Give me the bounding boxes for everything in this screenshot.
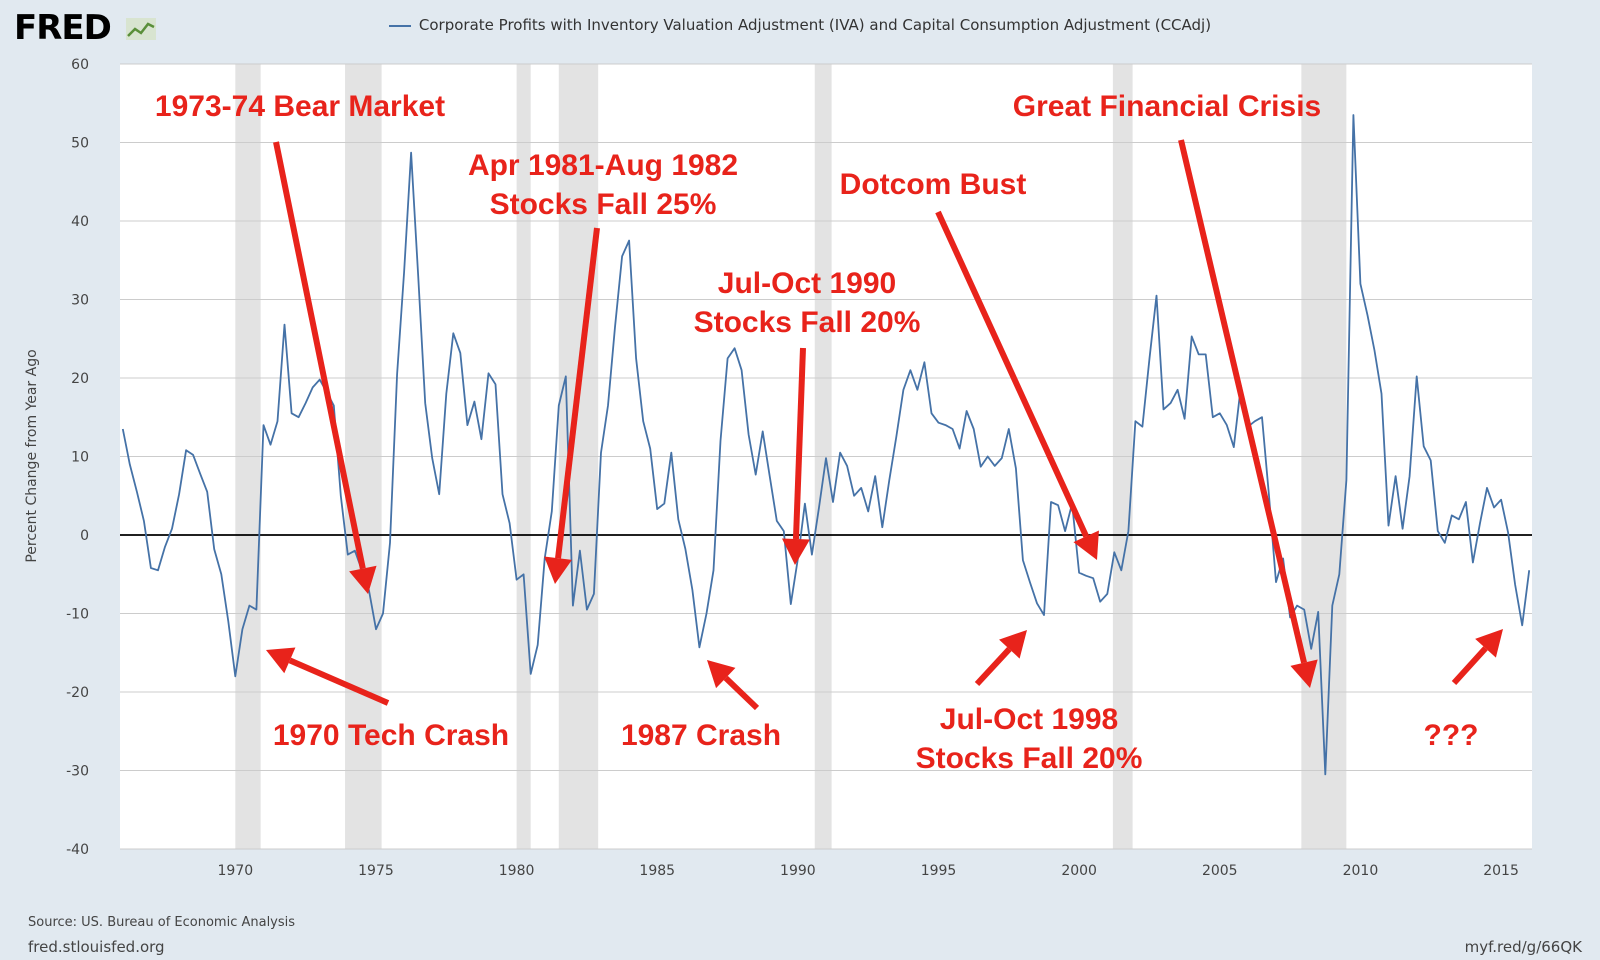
y-tick-label: 50 — [71, 136, 89, 152]
annotation-arrow-head — [707, 660, 736, 689]
annotation-arrow-head — [781, 538, 810, 565]
x-tick-label: 2000 — [1061, 863, 1097, 879]
annotation-label: Stocks Fall 20% — [694, 306, 921, 339]
short-link[interactable]: myf.red/g/66QK — [1464, 938, 1582, 956]
annotation-arrow-head — [1475, 629, 1503, 658]
y-axis-label: Percent Change from Year Ago — [24, 349, 40, 562]
y-tick-label: -10 — [66, 607, 89, 623]
y-tick-label: 60 — [71, 57, 89, 73]
annotation-arrow-shaft — [935, 210, 1089, 538]
x-axis-ticks: 1970 1975 1980 1985 1990 1995 2000 2005 2010 2015 — [218, 863, 1519, 879]
x-tick-label: 1990 — [780, 863, 816, 879]
annotation-label: Stocks Fall 20% — [916, 742, 1143, 775]
series-group — [121, 114, 1531, 776]
annotation-arrow-head — [1290, 659, 1318, 688]
annotation-label: ??? — [1424, 719, 1479, 752]
y-tick-label: 40 — [71, 214, 89, 230]
annotation-arrow-shaft — [1178, 139, 1307, 664]
y-tick-label: -30 — [66, 764, 89, 780]
y-tick-label: 0 — [80, 528, 89, 544]
legend-line-icon — [388, 24, 411, 27]
annotation-arrow-head — [266, 647, 296, 674]
annotation-label: 1970 Tech Crash — [273, 719, 509, 752]
annotation-arrow-shaft — [273, 141, 366, 570]
x-tick-label: 2005 — [1202, 863, 1238, 879]
annotation-arrow-shaft — [288, 657, 390, 706]
fred-logo[interactable]: FRED — [14, 8, 112, 48]
y-tick-label: 20 — [71, 371, 89, 387]
annotation-label: Stocks Fall 25% — [490, 188, 717, 221]
annotation-arrow-head — [544, 556, 572, 584]
y-tick-label: 10 — [71, 450, 89, 466]
annotation-arrow-head — [999, 630, 1027, 659]
source-note: Source: US. Bureau of Economic Analysis — [28, 915, 296, 930]
annotation-label: 1973-74 Bear Market — [155, 90, 445, 123]
x-tick-label: 1980 — [499, 863, 535, 879]
x-tick-label: 1970 — [218, 863, 254, 879]
annotation-label: Jul-Oct 1990 — [718, 267, 896, 300]
annotation-label: Great Financial Crisis — [1013, 90, 1321, 123]
y-tick-label: -20 — [66, 685, 89, 701]
series-line[interactable] — [121, 114, 1531, 776]
annotation-arrow-head — [1073, 530, 1099, 560]
chart-legend[interactable]: Corporate Profits with Inventory Valuati… — [0, 16, 1600, 34]
annotation-label: 1987 Crash — [621, 719, 781, 752]
annotation-label: Dotcom Bust — [840, 168, 1027, 201]
y-tick-label: -40 — [66, 842, 89, 858]
y-axis-ticks: 60 50 40 30 20 10 0 -10 -20 -30 -40 — [66, 57, 89, 858]
y-tick-label: 30 — [71, 293, 89, 309]
annotation-arrow-shaft — [974, 647, 1012, 687]
x-tick-label: 1975 — [358, 863, 394, 879]
annotation-arrow-shaft — [555, 227, 600, 559]
legend-label: Corporate Profits with Inventory Valuati… — [418, 16, 1212, 34]
annotation-label: Apr 1981-Aug 1982 — [468, 149, 738, 182]
annotation-arrow-shaft — [792, 347, 806, 540]
x-tick-label: 2010 — [1343, 863, 1379, 879]
annotations: 1973-74 Bear Market Apr 1981-Aug 1982 Stoc… — [155, 90, 1503, 775]
annotation-label: Jul-Oct 1998 — [940, 703, 1118, 736]
fred-chart-icon — [126, 18, 156, 40]
x-tick-label: 1995 — [921, 863, 957, 879]
annotation-arrow-shaft — [1451, 646, 1488, 686]
x-tick-label: 1985 — [639, 863, 675, 879]
annotation-arrow-shaft — [723, 675, 760, 711]
x-tick-label: 2015 — [1483, 863, 1519, 879]
annotation-arrow-head — [349, 565, 377, 594]
site-link[interactable]: fred.stlouisfed.org — [28, 938, 165, 956]
